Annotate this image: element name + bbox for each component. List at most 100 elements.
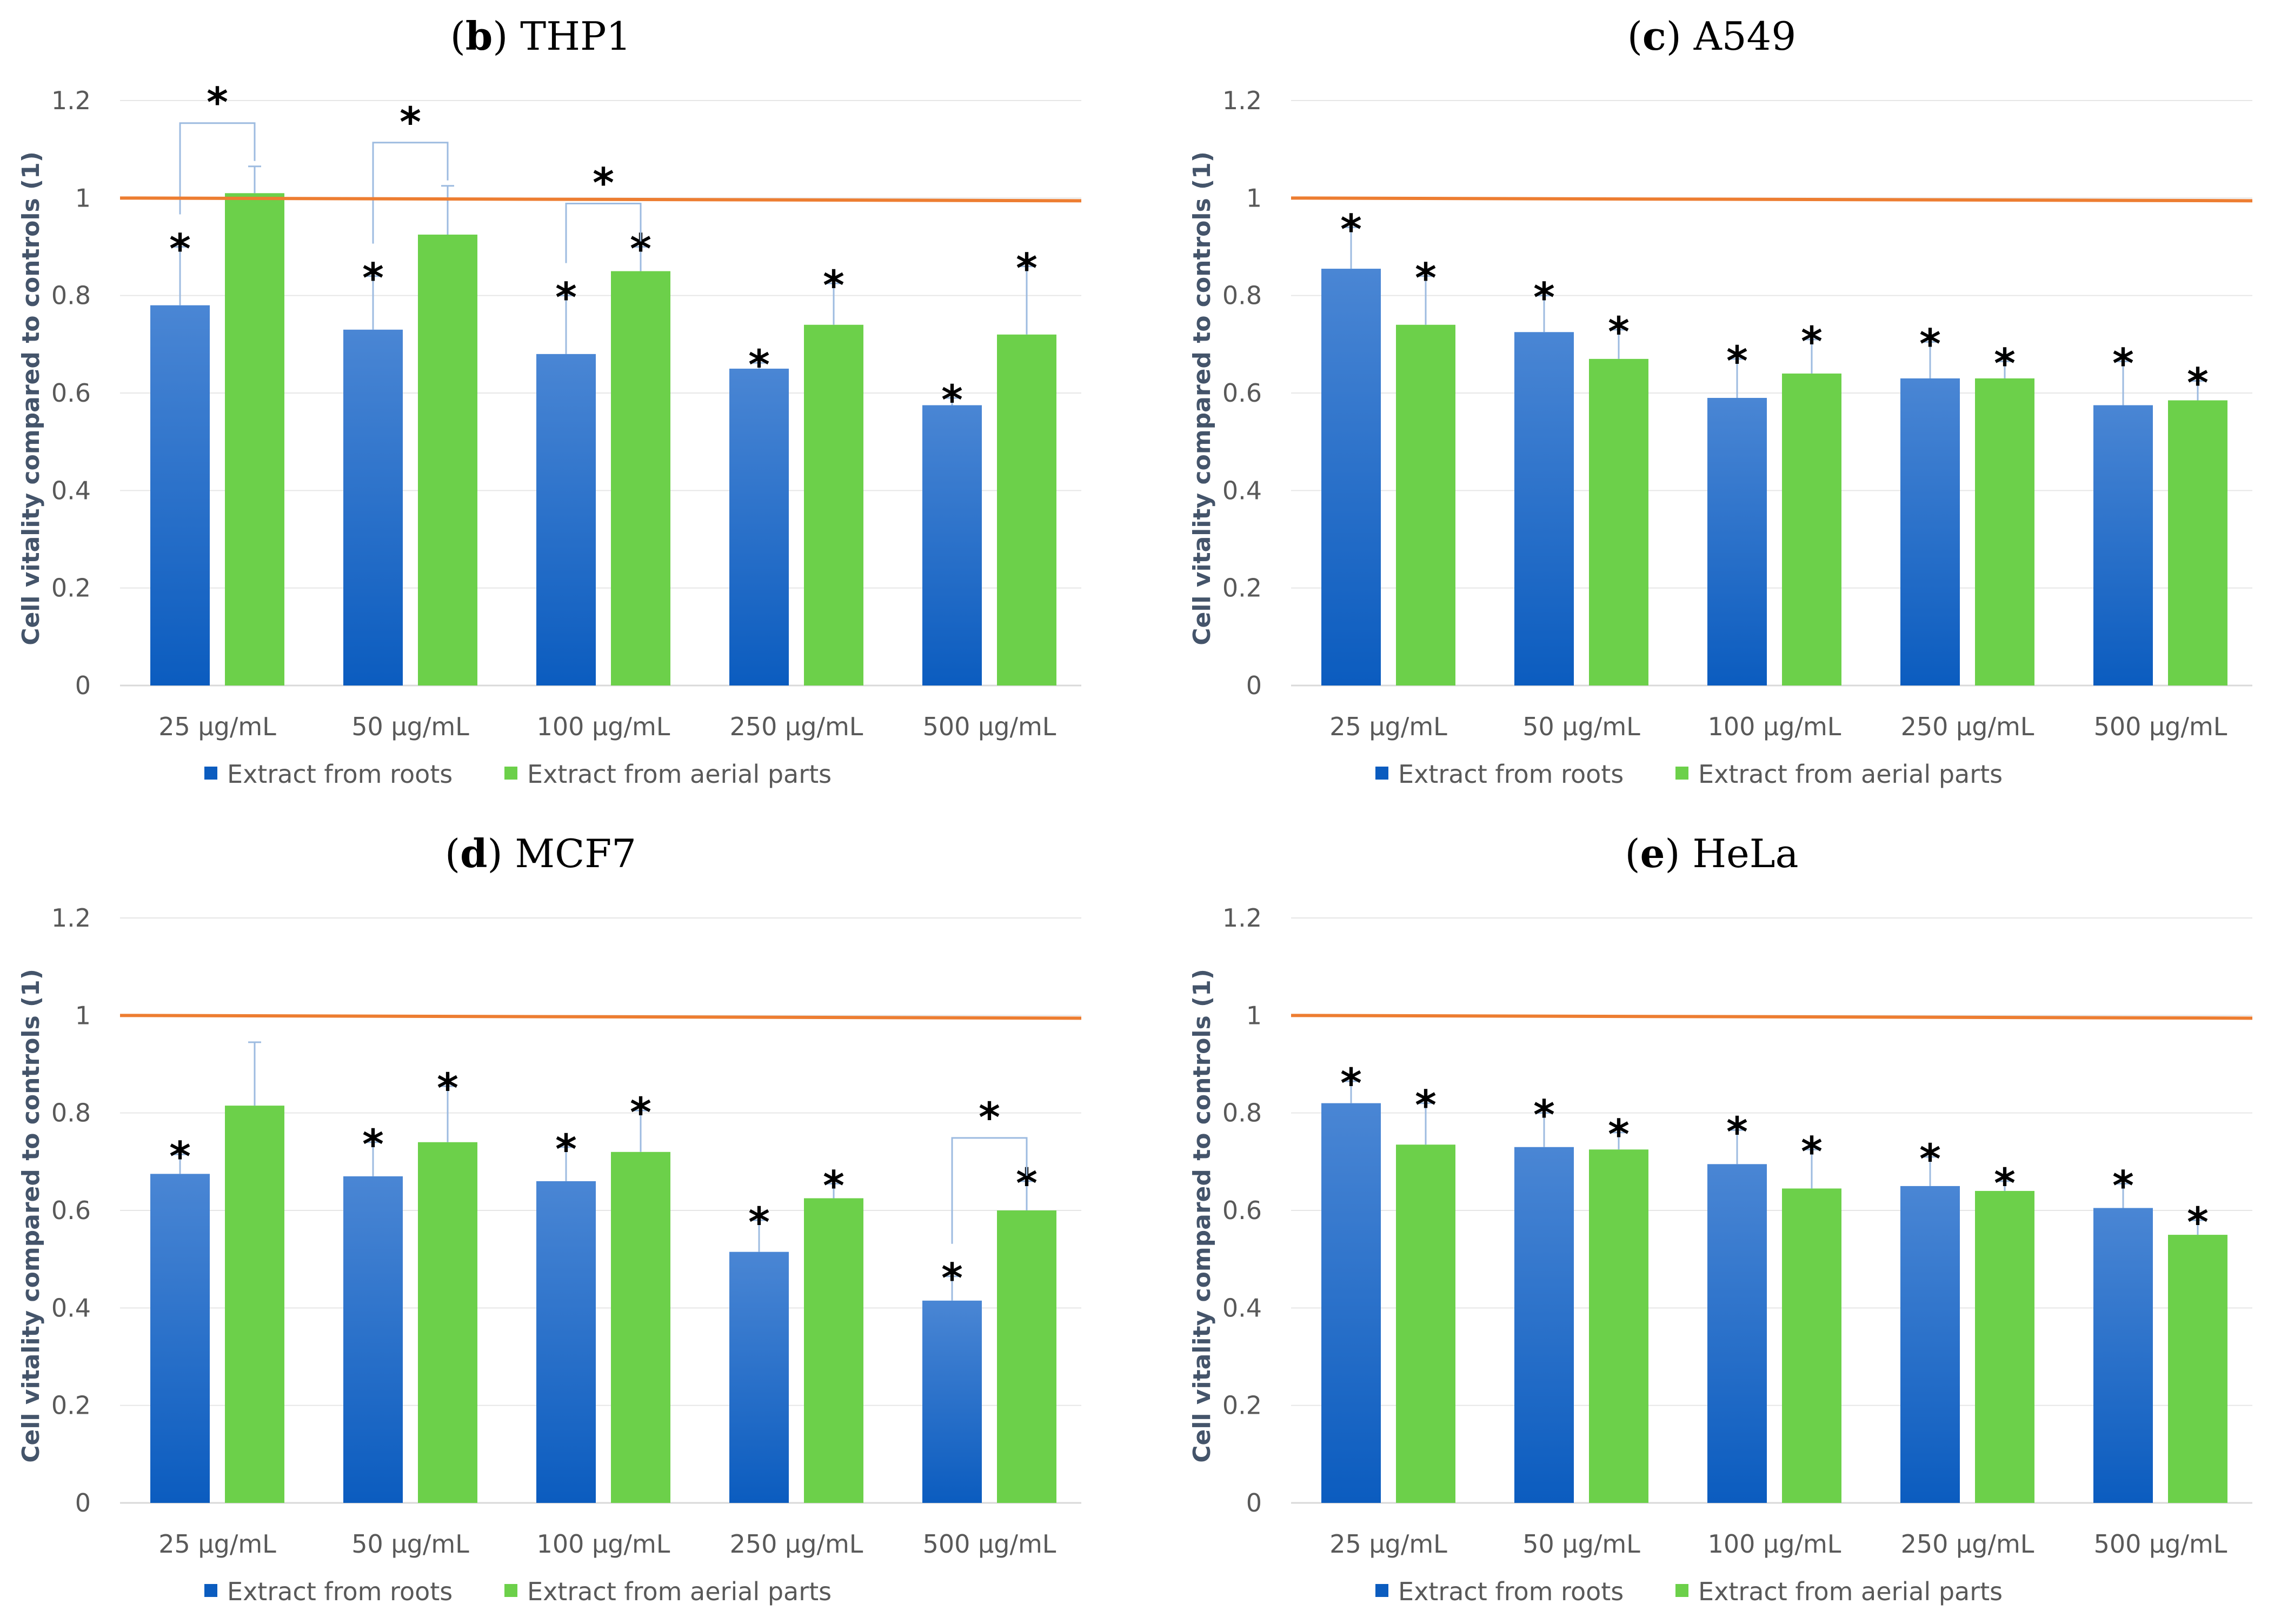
category-label: 25 µg/mL	[158, 712, 276, 741]
significance-star: *	[1533, 1091, 1555, 1139]
comparison-bracket	[179, 122, 256, 215]
significance-star: *	[748, 1198, 770, 1246]
y-tick-label: 0.8	[51, 281, 91, 310]
aerial-bar	[418, 1142, 477, 1503]
aerial-bar	[1396, 1144, 1455, 1503]
aerial-bar	[225, 1106, 284, 1503]
panel-title: (e) HeLa	[1625, 830, 1798, 876]
panel-b: (b) THP1 0 0.2 0.4 0.6 0.8 1 1.2 Cell vitality c…	[17, 13, 1082, 789]
category-label: 100 µg/mL	[537, 712, 670, 741]
significance-star: *	[941, 1254, 963, 1302]
significance-star: *	[823, 1161, 844, 1209]
significance-star: *	[555, 274, 577, 322]
y-tick-label: 0.6	[1222, 378, 1262, 408]
significance-star: *	[169, 225, 191, 273]
significance-star: *	[1340, 1059, 1362, 1107]
title-paren-open: (	[1627, 14, 1642, 59]
legend-roots-swatch	[204, 1584, 217, 1597]
y-tick-label: 0.2	[1222, 1391, 1262, 1420]
y-tick-label: 0.4	[1222, 476, 1262, 505]
y-tick-label: 0	[1246, 671, 1262, 700]
control-reference-line	[1291, 1014, 2253, 1020]
significance-star: *	[437, 1064, 458, 1112]
roots-bar	[1321, 269, 1381, 685]
roots-bar	[343, 1176, 403, 1503]
legend-aerial-label: Extract from aerial parts	[1698, 1577, 2003, 1606]
y-axis-label: Cell vitality compared to controls (1)	[1188, 969, 1216, 1463]
roots-bar	[729, 1252, 789, 1503]
significance-star: *	[1726, 337, 1748, 385]
roots-bar	[922, 405, 982, 685]
category-label: 250 µg/mL	[1901, 712, 2034, 741]
aerial-bar	[1782, 1188, 1841, 1503]
y-tick-label: 1.2	[1222, 86, 1262, 115]
panel-letter: b	[465, 13, 493, 59]
significance-star: *	[2187, 358, 2209, 407]
aerial-bar	[1975, 1190, 2034, 1503]
roots-bar	[1900, 378, 1960, 685]
category-label: 100 µg/mL	[1708, 1529, 1841, 1559]
comparison-bracket	[951, 1137, 1028, 1244]
panel-title: (c) A549	[1627, 13, 1796, 59]
aerial-bar	[611, 1152, 670, 1503]
category-label: 25 µg/mL	[158, 1529, 276, 1559]
roots-bar	[536, 1181, 596, 1503]
category-label: 25 µg/mL	[1329, 712, 1447, 741]
significance-star: *	[823, 261, 844, 309]
legend-roots-label: Extract from roots	[1398, 760, 1624, 789]
roots-bar	[2093, 405, 2153, 685]
panel-name: ) HeLa	[1665, 831, 1798, 876]
y-tick-label: 0.2	[1222, 574, 1262, 603]
significance-star: *	[630, 1088, 651, 1136]
aerial-bar	[997, 334, 1056, 685]
category-label: 500 µg/mL	[2094, 1529, 2227, 1559]
panel-e: (e) HeLa 0 0.2 0.4 0.6 0.8 1 1.2 Cell vitality c…	[1188, 830, 2253, 1606]
category-label: 500 µg/mL	[923, 1529, 1056, 1559]
panel-name: ) A549	[1666, 14, 1796, 59]
legend-roots-swatch	[204, 767, 217, 780]
y-tick-label: 0	[1246, 1488, 1262, 1517]
y-tick-label: 0	[75, 1488, 91, 1517]
y-tick-label: 0.6	[1222, 1196, 1262, 1225]
title-paren-open: (	[445, 831, 460, 876]
y-tick-label: 1.2	[51, 903, 91, 933]
significance-star: *	[1994, 1159, 2016, 1207]
bracket-significance-star: *	[400, 98, 421, 146]
legend-aerial-label: Extract from aerial parts	[527, 1577, 832, 1606]
significance-star: *	[2187, 1198, 2209, 1246]
y-tick-label: 1	[75, 1001, 91, 1030]
y-tick-label: 0	[75, 671, 91, 700]
aerial-bar	[997, 1210, 1056, 1503]
category-label: 500 µg/mL	[2094, 712, 2227, 741]
significance-star: *	[748, 341, 770, 389]
aerial-bar	[2168, 1235, 2227, 1503]
panel-letter: d	[460, 830, 487, 876]
category-label: 25 µg/mL	[1329, 1529, 1447, 1559]
aerial-bar	[1589, 1149, 1648, 1503]
roots-bar	[1900, 1186, 1960, 1503]
control-reference-line	[119, 196, 1082, 203]
roots-bar	[729, 368, 789, 685]
significance-star: *	[2112, 339, 2134, 387]
roots-bar	[922, 1300, 982, 1503]
control-reference-line	[1291, 196, 2253, 203]
legend-aerial-swatch	[504, 767, 517, 780]
significance-star: *	[1919, 1135, 1941, 1183]
y-tick-label: 0.8	[51, 1099, 91, 1128]
category-label: 250 µg/mL	[730, 1529, 863, 1559]
aerial-bar	[1589, 358, 1648, 685]
roots-bar	[150, 1174, 210, 1503]
panel-name: ) THP1	[493, 14, 631, 59]
legend-aerial-swatch	[1675, 1584, 1688, 1597]
y-tick-label: 0.8	[1222, 1099, 1262, 1128]
control-reference-line	[119, 1014, 1082, 1020]
y-tick-label: 1	[75, 183, 91, 212]
significance-star: *	[362, 254, 384, 302]
legend-roots-label: Extract from roots	[1398, 1577, 1624, 1606]
significance-star: *	[1533, 274, 1555, 322]
y-tick-label: 0.2	[51, 1391, 91, 1420]
panel-name: ) MCF7	[487, 831, 636, 876]
significance-star: *	[1340, 205, 1362, 253]
panel-c: (c) A549 0 0.2 0.4 0.6 0.8 1 1.2 Cell vitality c…	[1188, 13, 2253, 789]
